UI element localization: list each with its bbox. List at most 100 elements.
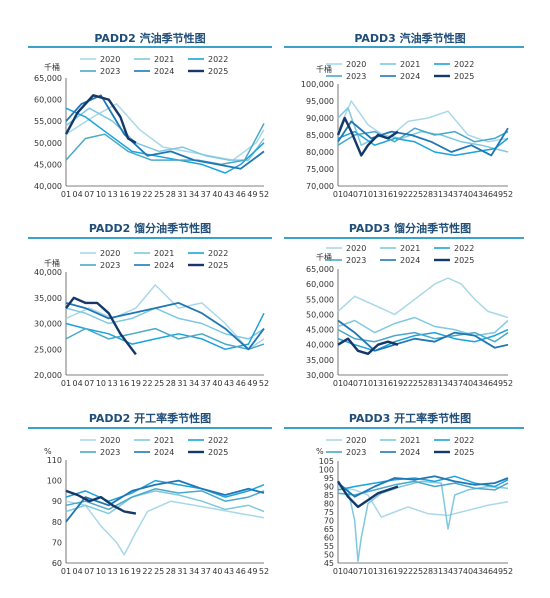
x-tick-label: 49 — [493, 379, 503, 388]
series-line-2021 — [337, 316, 509, 337]
x-tick-label: 13 — [373, 567, 383, 576]
legend-entry-2023: 2023 — [346, 448, 366, 457]
chart-title: PADD2 汽油季节性图 — [94, 31, 205, 45]
x-tick-label: 01 — [61, 567, 71, 576]
x-tick-label: 13 — [107, 190, 117, 199]
x-tick-label: 49 — [247, 567, 257, 576]
series-line-2024 — [337, 319, 509, 352]
series-line-2025 — [65, 296, 137, 356]
x-tick-label: 43 — [473, 567, 483, 576]
y-tick-label: 105 — [319, 457, 334, 466]
legend-entry-2021: 2021 — [400, 60, 420, 69]
legend-entry-2021: 2021 — [154, 436, 174, 445]
x-tick-label: 16 — [383, 379, 393, 388]
x-tick-label: 19 — [131, 190, 141, 199]
y-tick-label: 40,000 — [306, 341, 334, 350]
unit-label: 千桶 — [316, 64, 332, 74]
unit-label: 千桶 — [44, 258, 60, 268]
legend-entry-2025: 2025 — [208, 261, 228, 270]
x-tick-label: 37 — [201, 190, 211, 199]
y-tick-label: 60 — [52, 559, 62, 568]
x-tick-label: 10 — [96, 379, 106, 388]
legend-entry-2022: 2022 — [208, 249, 228, 258]
series-line-2024 — [65, 479, 265, 523]
legend-entry-2022: 2022 — [454, 244, 474, 253]
x-tick-label: 34 — [443, 567, 453, 576]
y-tick-label: 30,000 — [34, 320, 62, 329]
chart-panel-5: PADD2 开工率季节性图% 2020 2021 2022 2023 2024 2025 60… — [28, 411, 272, 576]
x-tick-label: 46 — [236, 379, 246, 388]
legend-entry-2023: 2023 — [100, 67, 120, 76]
x-tick-label: 04 — [343, 379, 353, 388]
y-tick-label: 90 — [324, 483, 334, 492]
y-tick-label: 45,000 — [306, 326, 334, 335]
x-tick-label: 43 — [224, 567, 234, 576]
x-tick-label: 28 — [423, 379, 433, 388]
series-line-2025 — [65, 489, 137, 515]
x-tick-label: 40 — [212, 567, 222, 576]
x-tick-label: 04 — [73, 379, 83, 388]
x-tick-label: 10 — [96, 567, 106, 576]
x-tick-label: 13 — [373, 379, 383, 388]
x-tick-label: 22 — [403, 190, 413, 199]
legend-entry-2023: 2023 — [100, 448, 120, 457]
legend-entry-2020: 2020 — [100, 55, 120, 64]
x-tick-label: 49 — [493, 190, 503, 199]
x-tick-label: 40 — [212, 379, 222, 388]
series-line-2025 — [336, 116, 399, 157]
x-tick-label: 34 — [189, 379, 199, 388]
x-tick-label: 31 — [433, 379, 443, 388]
x-tick-label: 01 — [61, 190, 71, 199]
legend-entry-2025: 2025 — [454, 72, 474, 81]
x-tick-label: 34 — [443, 190, 453, 199]
x-tick-label: 37 — [453, 567, 463, 576]
x-tick-label: 31 — [177, 379, 187, 388]
unit-label: 千桶 — [44, 62, 60, 72]
x-tick-label: 01 — [333, 567, 343, 576]
y-tick-label: 45,000 — [34, 160, 62, 169]
x-tick-label: 22 — [142, 379, 152, 388]
series-line-2022 — [65, 312, 265, 351]
y-tick-label: 95 — [324, 474, 334, 483]
y-tick-label: 65,000 — [306, 265, 334, 274]
y-tick-label: 40,000 — [34, 182, 62, 191]
x-tick-label: 25 — [154, 379, 164, 388]
x-tick-label: 46 — [483, 379, 493, 388]
series-line-2020 — [337, 100, 509, 143]
x-tick-label: 10 — [363, 567, 373, 576]
x-tick-label: 16 — [383, 567, 393, 576]
x-tick-label: 13 — [107, 379, 117, 388]
x-tick-label: 13 — [107, 567, 117, 576]
chart-title: PADD2 馏分油季节性图 — [89, 221, 211, 235]
x-tick-label: 37 — [201, 379, 211, 388]
x-tick-label: 46 — [483, 190, 493, 199]
y-tick-label: 80,000 — [306, 148, 334, 157]
x-tick-label: 01 — [61, 379, 71, 388]
series-line-2024 — [337, 475, 509, 498]
chart-title: PADD3 馏分油季节性图 — [349, 221, 471, 235]
legend-entry-2024: 2024 — [400, 448, 420, 457]
series-line-2025 — [64, 94, 137, 144]
x-tick-label: 07 — [353, 379, 363, 388]
x-tick-label: 49 — [493, 567, 503, 576]
series-line-2021 — [337, 480, 509, 563]
x-tick-label: 43 — [473, 190, 483, 199]
y-tick-label: 75 — [324, 508, 334, 517]
legend-entry-2024: 2024 — [400, 256, 420, 265]
x-tick-label: 49 — [247, 190, 257, 199]
legend-entry-2022: 2022 — [208, 436, 228, 445]
y-tick-label: 90 — [52, 497, 62, 506]
x-tick-label: 40 — [463, 567, 473, 576]
legend-entry-2025: 2025 — [208, 448, 228, 457]
chart-panel-6: PADD3 开工率季节性图% 2020 2021 2022 2023 2024 2025 45… — [284, 411, 524, 576]
y-tick-label: 25,000 — [34, 345, 62, 354]
legend-entry-2024: 2024 — [154, 261, 174, 270]
y-tick-label: 35,000 — [34, 294, 62, 303]
y-tick-label: 75,000 — [306, 165, 334, 174]
legend-entry-2025: 2025 — [454, 256, 474, 265]
y-tick-label: 90,000 — [306, 114, 334, 123]
y-tick-label: 100 — [47, 477, 62, 486]
